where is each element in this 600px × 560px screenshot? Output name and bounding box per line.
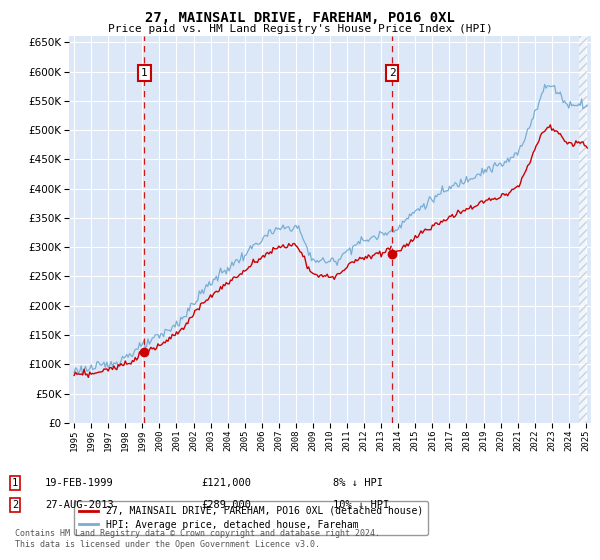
Text: 8% ↓ HPI: 8% ↓ HPI — [333, 478, 383, 488]
Text: £289,000: £289,000 — [201, 500, 251, 510]
Text: 2: 2 — [12, 500, 18, 510]
Text: 10% ↓ HPI: 10% ↓ HPI — [333, 500, 389, 510]
Text: £121,000: £121,000 — [201, 478, 251, 488]
Text: 27-AUG-2013: 27-AUG-2013 — [45, 500, 114, 510]
Text: Contains HM Land Registry data © Crown copyright and database right 2024.
This d: Contains HM Land Registry data © Crown c… — [15, 529, 380, 549]
Text: 1: 1 — [12, 478, 18, 488]
Text: 19-FEB-1999: 19-FEB-1999 — [45, 478, 114, 488]
Text: 2: 2 — [389, 68, 395, 78]
Text: Price paid vs. HM Land Registry's House Price Index (HPI): Price paid vs. HM Land Registry's House … — [107, 24, 493, 34]
Legend: 27, MAINSAIL DRIVE, FAREHAM, PO16 0XL (detached house), HPI: Average price, deta: 27, MAINSAIL DRIVE, FAREHAM, PO16 0XL (d… — [74, 501, 428, 535]
Text: 1: 1 — [141, 68, 148, 78]
Text: 27, MAINSAIL DRIVE, FAREHAM, PO16 0XL: 27, MAINSAIL DRIVE, FAREHAM, PO16 0XL — [145, 11, 455, 25]
